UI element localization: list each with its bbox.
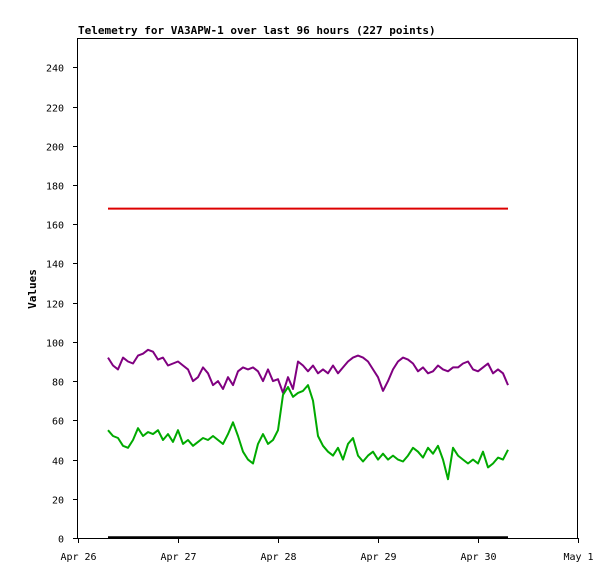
x-tick-label: Apr 28 [260,552,296,563]
y-tick-label: 180 [46,182,64,193]
y-tick-label: 120 [46,300,64,311]
y-tick-label: 20 [52,496,64,507]
x-tick-label: Apr 29 [360,552,396,563]
y-tick-label: 0 [58,535,64,546]
y-axis: 0 20 40 60 80 100 120 140 160 180 200 220 240 [46,64,78,546]
y-tick-label: 40 [52,457,64,468]
chart-title: Telemetry for VA3APW-1 over last 96 hour… [78,24,436,37]
y-tick-label: 60 [52,417,64,428]
y-tick-label: 200 [46,143,64,154]
y-tick-label: 220 [46,104,64,115]
y-axis-label: Values [26,269,39,309]
x-tick-label: Apr 27 [160,552,196,563]
series-line-2 [107,384,509,481]
plot-frame [77,38,578,539]
y-tick-label: 140 [46,260,64,271]
y-tick-label: 80 [52,378,64,389]
x-tick-label: Apr 30 [460,552,496,563]
x-tick-label: May 1 [563,552,593,563]
series-layer [107,207,509,539]
y-tick-label: 160 [46,221,64,232]
series-line-1 [107,348,509,394]
x-tick-label: Apr 26 [60,552,96,563]
y-tick-label: 240 [46,64,64,75]
y-tick-label: 100 [46,339,64,350]
x-axis: Apr 26 Apr 27 Apr 28 Apr 29 Apr 30 May 1 [60,538,594,563]
